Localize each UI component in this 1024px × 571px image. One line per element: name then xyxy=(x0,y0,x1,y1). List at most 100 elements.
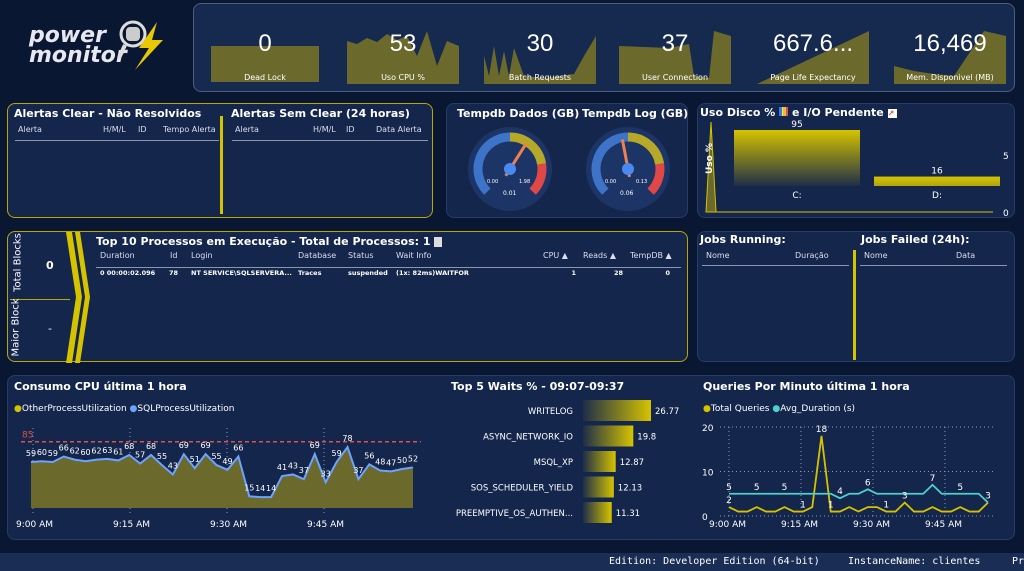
table-cell: 0 00:00:02.096 xyxy=(100,269,156,277)
kpi-label: Dead Lock xyxy=(244,73,286,82)
divider xyxy=(232,140,428,141)
jobs-failed-title: Jobs Failed (24h): xyxy=(861,233,970,246)
column-header[interactable]: Id xyxy=(170,251,178,260)
jobs-panel: Jobs Running: Jobs Failed (24h): Nome Du… xyxy=(697,231,1015,362)
column-header[interactable]: ID xyxy=(138,125,147,134)
table-cell: 28 xyxy=(613,269,623,277)
kpi-label: Mem. Disponivel (MB) xyxy=(906,73,994,82)
column-header[interactable]: Status xyxy=(348,251,374,260)
database-magnifier-bolt-icon xyxy=(117,20,163,70)
kpi-label: Uso CPU % xyxy=(381,73,425,82)
column-header[interactable]: Nome xyxy=(706,251,730,260)
disk-bar[interactable] xyxy=(874,176,1000,186)
table-row[interactable]: 0 00:00:02.096 78 NT SERVICE\SQLSERVERA...… xyxy=(8,269,688,281)
divider xyxy=(10,299,70,300)
column-header[interactable]: Data Alerta xyxy=(376,125,422,134)
kpi-strip: 0 Dead Lock 53 Uso CPU % 30 Batch Requests 37 U… xyxy=(193,3,1015,92)
tempdb-dados-title: Tempdb Dados (GB) xyxy=(457,107,580,120)
line-chart-icon: ↗ xyxy=(887,109,897,118)
column-header[interactable]: Alerta xyxy=(235,125,259,134)
kpi-label: User Connection xyxy=(641,73,709,82)
alerts-clear-title: Alertas Clear - Não Resolvidos xyxy=(14,107,202,120)
divider xyxy=(220,116,223,214)
column-header[interactable]: TempDB ▲ xyxy=(630,251,672,260)
column-header[interactable]: Nome xyxy=(864,251,888,260)
column-header[interactable]: Alerta xyxy=(18,125,42,134)
waits-title: Top 5 Waits % - 09:07-09:37 xyxy=(451,380,625,393)
logo: power monitor xyxy=(25,18,175,78)
column-header[interactable]: Database xyxy=(298,251,337,260)
column-header[interactable]: Reads ▲ xyxy=(583,251,616,260)
kpi-card: 53 Uso CPU % xyxy=(347,26,459,84)
gauge-value: 0.01 xyxy=(503,190,517,197)
bottom-panel: Consumo CPU última 1 hora ●OtherProcessU… xyxy=(7,375,1015,540)
processes-title: Top 10 Processos em Execução - Total de … xyxy=(96,235,443,248)
gauge-min: 0.00 xyxy=(605,179,617,185)
disk-bar[interactable] xyxy=(734,130,860,186)
category-label: C: xyxy=(792,191,801,201)
bar-label: 95 xyxy=(791,120,802,130)
kpi-sparkline xyxy=(211,46,319,82)
alerts-panel: Alertas Clear - Não Resolvidos Alertas S… xyxy=(7,103,433,218)
kpi-sparkline xyxy=(757,31,869,84)
kpi-value: 30 xyxy=(526,30,554,57)
total-blocks-label: Total Blocks xyxy=(12,233,24,292)
tempdb-panel: Tempdb Dados (GB) Tempdb Log (GB) 0.00 1… xyxy=(446,103,688,218)
y-axis-label: Uso % xyxy=(705,143,715,174)
column-header[interactable]: H/M/L xyxy=(103,125,126,134)
column-header[interactable]: Duração xyxy=(795,251,829,260)
gauge-min: 0.00 xyxy=(487,179,499,185)
edition-text: Edition: Developer Edition (64-bit) xyxy=(609,556,820,567)
y-tick: 5 xyxy=(1003,152,1009,162)
cpu-legend: ●OtherProcessUtilization ●SQLProcessUtil… xyxy=(14,404,235,414)
disk-chart: 95 C: 16 D: Uso % 5 0 xyxy=(705,120,1009,219)
column-header[interactable]: CPU ▲ xyxy=(543,251,568,260)
divider xyxy=(853,250,856,360)
column-header[interactable]: Tempo Alerta xyxy=(163,125,216,134)
column-header[interactable]: Duration xyxy=(100,251,135,260)
bar-chart-icon xyxy=(779,107,789,116)
instance-text: InstanceName: clientes xyxy=(848,556,981,567)
document-icon xyxy=(434,237,443,247)
column-header[interactable]: H/M/L xyxy=(313,125,336,134)
gauge-max: 1.98 xyxy=(519,179,531,185)
logo-text: power monitor xyxy=(29,23,127,68)
bar-label: 16 xyxy=(931,167,943,177)
kpi-sparkline xyxy=(484,36,596,84)
kpi-card: 667.6... Page Life Expectancy xyxy=(757,26,869,84)
kpi-sparkline xyxy=(894,31,1006,84)
divider xyxy=(15,140,219,141)
legend-dot: ● xyxy=(772,404,781,414)
queries-legend: ●Total Queries ●Avg_Duration (s) xyxy=(703,404,856,414)
total-blocks-value: 0 xyxy=(46,259,54,272)
footer-bar: Edition: Developer Edition (64-bit) Inst… xyxy=(0,553,1024,571)
legend-dot: ● xyxy=(129,404,138,414)
table-cell: 78 xyxy=(168,269,178,277)
kpi-value: 16,469 xyxy=(913,30,987,57)
legend-dot: ● xyxy=(703,404,711,414)
kpi-label: Batch Requests xyxy=(508,73,572,82)
divider xyxy=(702,265,849,266)
gauge-max: 0.13 xyxy=(636,179,648,185)
chevron-divider-icon xyxy=(66,232,90,363)
kpi-card: 16,469 Mem. Disponivel (MB) xyxy=(894,26,1006,84)
table-cell: (1x: 82ms)WAITFOR xyxy=(396,269,469,277)
tempdb-log-title: Tempdb Log (GB) xyxy=(582,107,689,120)
queries-chart-title: Queries Por Minuto última 1 hora xyxy=(703,380,910,393)
legend-dot: ● xyxy=(14,404,22,414)
column-header[interactable]: ID xyxy=(346,125,355,134)
tempdb-dados-gauge xyxy=(468,127,552,211)
column-header[interactable]: Data xyxy=(956,251,976,260)
category-label: D: xyxy=(932,191,942,201)
gauge-value: 0.06 xyxy=(620,190,634,197)
maior-block-label: Maior Block xyxy=(10,298,22,357)
kpi-card: 0 Dead Lock xyxy=(209,26,321,84)
kpi-sparkline xyxy=(347,31,459,84)
cpu-chart-title: Consumo CPU última 1 hora xyxy=(14,380,187,393)
column-header[interactable]: Login xyxy=(191,251,213,260)
kpi-value: 667.6... xyxy=(772,30,854,57)
column-header[interactable]: Wait Info xyxy=(396,251,432,260)
table-cell: 1 xyxy=(571,269,576,277)
divider xyxy=(860,265,1007,266)
alerts-noclear-title: Alertas Sem Clear (24 horas) xyxy=(231,107,410,120)
